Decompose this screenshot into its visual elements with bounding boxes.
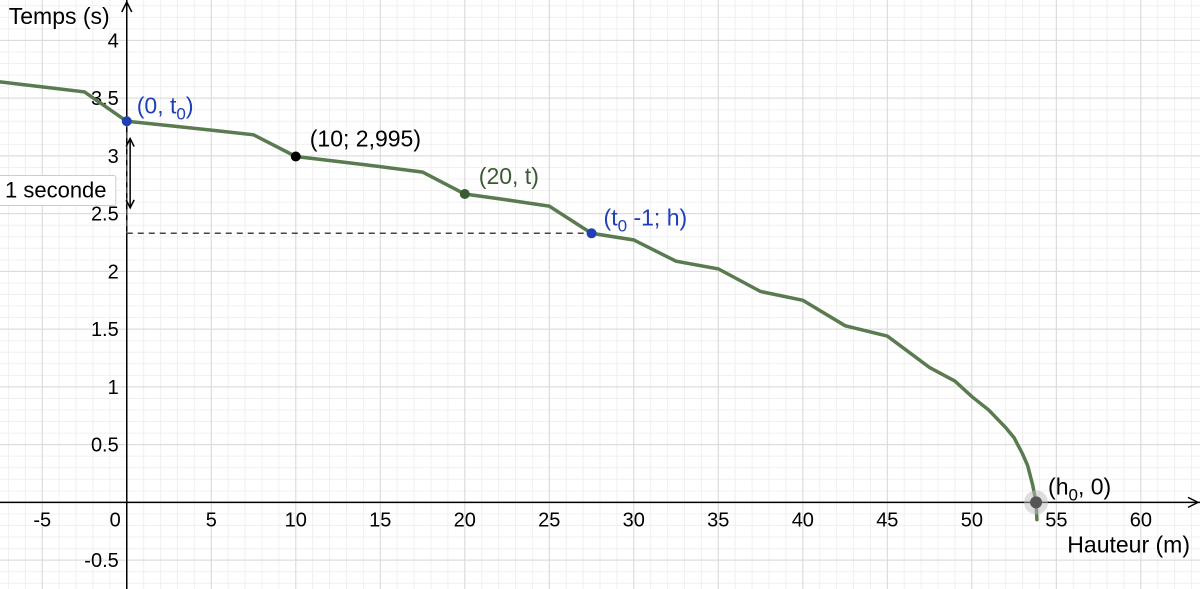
data-point [587, 228, 597, 238]
point-label: (20, t) [479, 163, 539, 189]
y-tick-label: 3 [108, 146, 119, 168]
y-tick-label: 4 [108, 30, 119, 52]
y-tick-label: 2 [108, 261, 119, 283]
x-tick-label: 15 [369, 509, 391, 531]
x-tick-label: 10 [285, 509, 307, 531]
y-axis-title: Temps (s) [9, 3, 110, 29]
chart-svg: -5 0 5 10 15 20 25 30 35 40 45 50 55 60 -0.5 0.5 1 1.5 2 2.… [0, 0, 1200, 589]
y-tick-label: 1.5 [91, 319, 119, 341]
x-tick-label: -5 [33, 509, 51, 531]
y-tick-label: 1 [108, 377, 119, 399]
data-point [1030, 496, 1042, 508]
data-point [291, 151, 301, 161]
data-point [122, 116, 132, 126]
x-tick-label: 35 [707, 509, 729, 531]
x-axis-title: Hauteur (m) [1067, 531, 1190, 557]
chart-container: -5 0 5 10 15 20 25 30 35 40 45 50 55 60 -0.5 0.5 1 1.5 2 2.… [0, 0, 1200, 589]
x-tick-label: 50 [961, 509, 983, 531]
x-tick-label: 25 [538, 509, 560, 531]
y-tick-label: 0.5 [91, 435, 119, 457]
x-tick-label: 60 [1130, 509, 1152, 531]
data-point [460, 189, 470, 199]
annotation-text: 1 seconde [5, 178, 107, 203]
y-tick-label: 2.5 [91, 204, 119, 226]
x-tick-label: 20 [454, 509, 476, 531]
x-tick-label: 55 [1045, 509, 1067, 531]
x-tick-label: 30 [623, 509, 645, 531]
x-tick-label: 5 [206, 509, 217, 531]
y-tick-label: -0.5 [84, 550, 118, 572]
point-label: (10; 2,995) [310, 125, 421, 151]
x-tick-label: 0 [110, 509, 121, 531]
x-tick-label: 40 [792, 509, 814, 531]
x-tick-label: 45 [876, 509, 898, 531]
